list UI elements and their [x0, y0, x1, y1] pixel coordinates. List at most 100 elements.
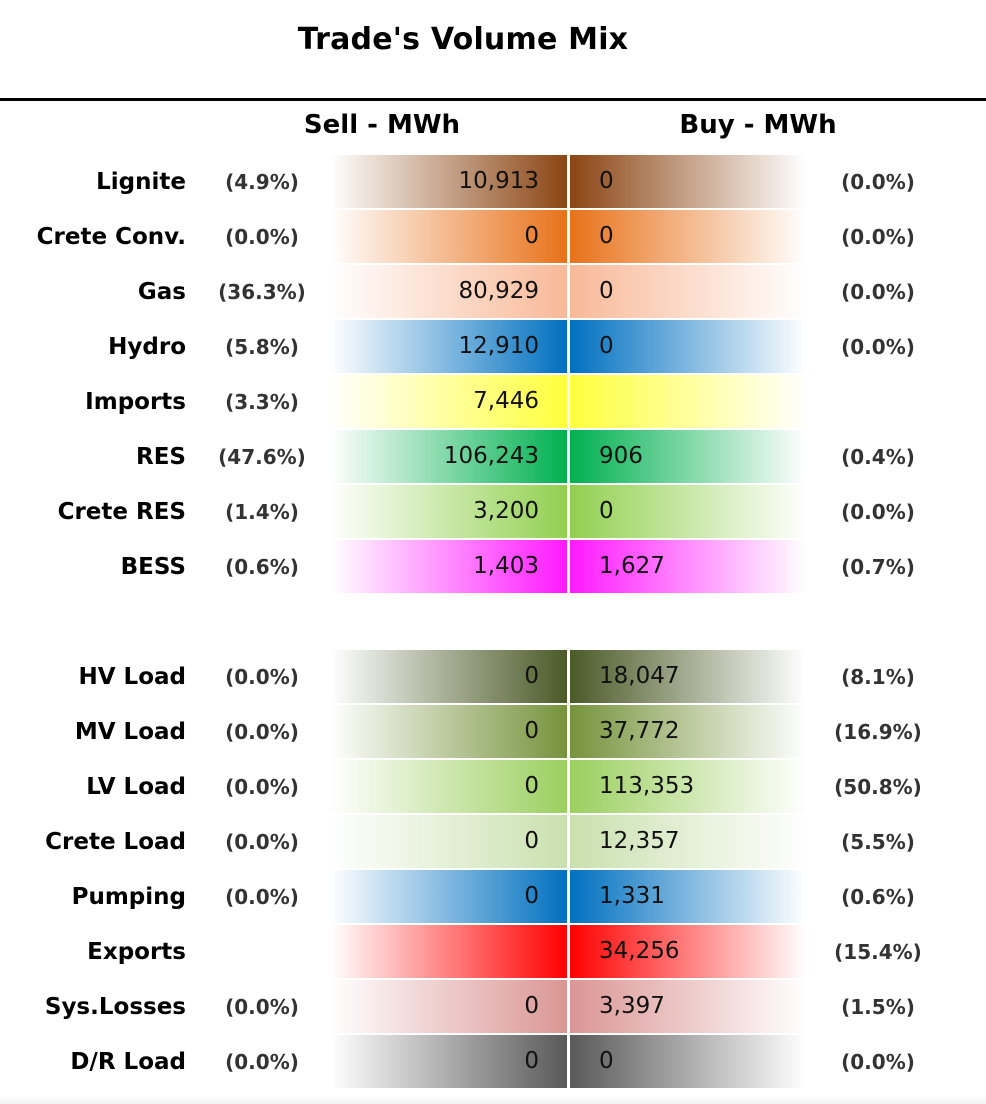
buy-value: 3,397 [599, 993, 665, 1019]
sell-percent: (47.6%) [218, 445, 306, 469]
sell-percent: (0.0%) [225, 885, 299, 909]
sell-value: 0 [524, 883, 539, 909]
table-row: Crete Load (0.0%) 0 12,357 (5.5%) [0, 815, 986, 870]
sell-bar [330, 485, 567, 538]
buy-value: 37,772 [599, 718, 680, 744]
buy-percent [828, 375, 928, 430]
row-label: LV Load [86, 774, 186, 800]
buy-value: 0 [599, 1048, 614, 1074]
buy-percent: (0.0%) [841, 1050, 915, 1074]
sell-bar [330, 925, 567, 978]
buy-value: 0 [599, 168, 614, 194]
buy-value: 0 [599, 278, 614, 304]
table-row: Exports 34,256 (15.4%) [0, 925, 986, 980]
sell-value: 7,446 [473, 388, 539, 414]
row-label: Hydro [108, 334, 186, 360]
sell-value: 0 [524, 663, 539, 689]
buy-bar [570, 650, 806, 703]
sell-value: 0 [524, 993, 539, 1019]
buy-value: 0 [599, 498, 614, 524]
buy-bar [570, 815, 806, 868]
title-rule [0, 98, 986, 101]
sell-value: 0 [524, 1048, 539, 1074]
sell-value: 106,243 [443, 443, 539, 469]
sell-percent: (3.3%) [225, 390, 299, 414]
buy-percent: (50.8%) [834, 775, 922, 799]
table-row: Pumping (0.0%) 0 1,331 (0.6%) [0, 870, 986, 925]
sell-percent: (0.0%) [225, 225, 299, 249]
row-label: Pumping [71, 884, 186, 910]
buy-bar [570, 1035, 806, 1088]
buy-value: 0 [599, 223, 614, 249]
bottom-edge [0, 1096, 986, 1104]
buy-percent: (15.4%) [834, 940, 922, 964]
sell-value: 3,200 [473, 498, 539, 524]
sell-header: Sell - MWh [303, 110, 461, 140]
sell-percent: (1.4%) [225, 500, 299, 524]
buy-bar [570, 155, 806, 208]
table-row: RES (47.6%) 106,243 906 (0.4%) [0, 430, 986, 485]
buy-bar [570, 540, 806, 593]
buy-percent: (16.9%) [834, 720, 922, 744]
row-label: MV Load [74, 719, 186, 745]
sell-percent: (36.3%) [218, 280, 306, 304]
row-label: Sys.Losses [44, 994, 186, 1020]
buy-percent: (0.6%) [841, 885, 915, 909]
buy-percent: (0.0%) [841, 280, 915, 304]
buy-percent: (5.5%) [841, 830, 915, 854]
row-label: Imports [85, 389, 186, 415]
table-row: Gas (36.3%) 80,929 0 (0.0%) [0, 265, 986, 320]
buy-bar [570, 705, 806, 758]
table-row: Imports (3.3%) 7,446 [0, 375, 986, 430]
sell-bar [330, 1035, 567, 1088]
table-row: Lignite (4.9%) 10,913 0 (0.0%) [0, 155, 986, 210]
buy-bar [570, 870, 806, 923]
row-label: BESS [120, 554, 186, 580]
sell-value: 0 [524, 223, 539, 249]
sell-bar [330, 210, 567, 263]
sell-bar [330, 980, 567, 1033]
buy-bar [570, 925, 806, 978]
buy-percent: (8.1%) [841, 665, 915, 689]
buy-header: Buy - MWh [679, 110, 837, 140]
row-label: Exports [87, 939, 186, 965]
row-label: Gas [137, 279, 186, 305]
sell-bar [330, 815, 567, 868]
buy-bar [570, 760, 806, 813]
sell-value: 10,913 [458, 168, 539, 194]
sell-value: 1,403 [473, 553, 539, 579]
sell-value: 80,929 [458, 278, 539, 304]
table-row: Hydro (5.8%) 12,910 0 (0.0%) [0, 320, 986, 375]
sell-percent [212, 925, 312, 980]
table-row: MV Load (0.0%) 0 37,772 (16.9%) [0, 705, 986, 760]
table-row: LV Load (0.0%) 0 113,353 (50.8%) [0, 760, 986, 815]
center-divider [567, 155, 570, 595]
sell-value: 0 [524, 718, 539, 744]
sell-percent: (0.0%) [225, 830, 299, 854]
buy-value: 1,627 [599, 553, 665, 579]
buy-value: 906 [599, 443, 643, 469]
sell-percent: (0.6%) [225, 555, 299, 579]
buy-percent: (0.0%) [841, 225, 915, 249]
sell-value: 12,910 [458, 333, 539, 359]
buy-percent: (0.0%) [841, 500, 915, 524]
buy-bar [570, 430, 806, 483]
chart-title: Trade's Volume Mix [297, 22, 629, 57]
buy-percent: (1.5%) [841, 995, 915, 1019]
buy-percent: (0.0%) [841, 170, 915, 194]
sell-percent: (5.8%) [225, 335, 299, 359]
sell-value [330, 925, 539, 978]
buy-bar [570, 980, 806, 1033]
sell-value: 0 [524, 773, 539, 799]
sell-bar [330, 430, 567, 483]
buy-value: 34,256 [599, 938, 680, 964]
buy-value [599, 375, 799, 428]
sell-percent: (0.0%) [225, 995, 299, 1019]
sell-percent: (0.0%) [225, 665, 299, 689]
sell-bar [330, 155, 567, 208]
sell-bar [330, 540, 567, 593]
table-row: BESS (0.6%) 1,403 1,627 (0.7%) [0, 540, 986, 595]
buy-bar [570, 210, 806, 263]
row-label: D/R Load [70, 1049, 186, 1075]
